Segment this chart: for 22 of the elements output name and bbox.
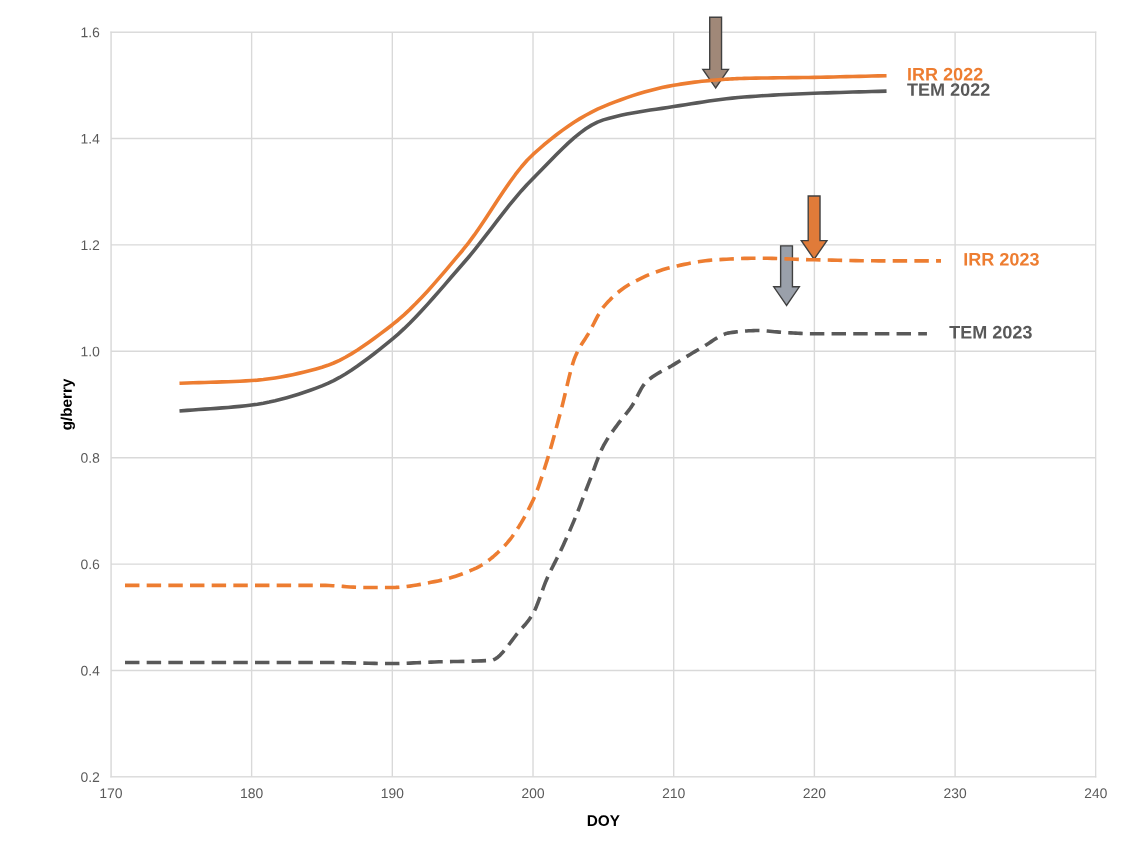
y-tick-label: 0.2 <box>81 772 100 783</box>
x-tick-label: 170 <box>100 788 122 799</box>
y-tick-label: 1.0 <box>81 346 100 357</box>
y-tick-label: 1.2 <box>81 240 100 250</box>
x-tick-label: 220 <box>803 788 826 799</box>
x-axis-title: DOY <box>587 815 620 827</box>
x-tick-label: 210 <box>662 788 685 799</box>
y-tick-label: 0.8 <box>81 453 100 463</box>
y-axis-title: g/berry <box>60 378 75 430</box>
y-tick-label: 1.4 <box>81 133 100 144</box>
x-tick-label: 240 <box>1084 788 1107 799</box>
x-tick-label: 190 <box>381 788 404 799</box>
series-label: TEM 2023 <box>949 325 1032 339</box>
y-tick-label: 0.6 <box>81 559 100 570</box>
series-label: TEM 2022 <box>907 83 990 97</box>
x-tick-label: 180 <box>241 788 263 799</box>
x-tick-label: 230 <box>944 788 967 799</box>
y-tick-label: 1.6 <box>81 27 100 38</box>
y-tick-label: 0.4 <box>81 665 100 676</box>
x-tick-label: 200 <box>522 788 545 799</box>
series-label: IRR 2023 <box>964 252 1039 266</box>
series-label: IRR 2022 <box>908 67 983 81</box>
